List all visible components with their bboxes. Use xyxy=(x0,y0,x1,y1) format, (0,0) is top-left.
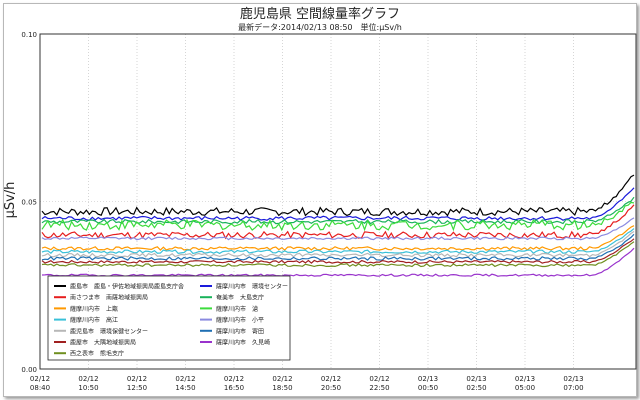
series-line xyxy=(41,247,635,277)
legend-entry: 鹿児島市 環境保健センター xyxy=(70,327,148,335)
x-tick-label: 22:50 xyxy=(369,384,389,392)
series-line xyxy=(41,217,635,241)
series-line xyxy=(41,204,635,240)
x-tick-label: 02/13 xyxy=(466,375,486,383)
x-tick-label: 08:40 xyxy=(30,384,50,392)
series-line xyxy=(41,225,635,251)
x-tick-label: 02/12 xyxy=(272,375,292,383)
x-tick-label: 20:50 xyxy=(321,384,341,392)
series-line xyxy=(41,228,635,255)
y-tick-label: 0.05 xyxy=(21,199,37,207)
axis-ticks: 02/1208:4002/1210:5002/1212:5002/1214:50… xyxy=(21,31,583,392)
x-tick-label: 02/13 xyxy=(418,375,438,383)
plot-border xyxy=(39,33,637,370)
x-tick-label: 10:50 xyxy=(78,384,98,392)
x-tick-label: 02/12 xyxy=(127,375,147,383)
legend-entry: 薩摩川内市 上甑 xyxy=(70,305,118,313)
y-axis-label: μSv/h xyxy=(3,182,18,219)
series-line xyxy=(41,196,635,225)
series-line xyxy=(41,241,635,268)
x-tick-label: 02/13 xyxy=(563,375,583,383)
legend-entry: 鹿屋市 大隅地域振興局 xyxy=(70,339,136,347)
chart-title: 鹿児島県 空間線量率グラフ xyxy=(240,6,400,22)
series-line xyxy=(41,174,635,217)
x-tick-label: 14:50 xyxy=(175,384,195,392)
y-tick-label: 0.00 xyxy=(21,366,37,374)
legend-entry: 薩摩川内市 小平 xyxy=(216,316,264,324)
legend-entry: 薩摩川内市 寄田 xyxy=(216,327,264,335)
series-line xyxy=(41,238,635,264)
x-tick-label: 02/12 xyxy=(224,375,244,383)
x-tick-label: 12:50 xyxy=(127,384,147,392)
legend-entry: 鹿島市 鹿島・伊佐地域振興局鹿島支庁舎 xyxy=(70,283,184,291)
x-tick-label: 00:50 xyxy=(418,384,438,392)
x-tick-label: 16:50 xyxy=(224,384,244,392)
legend-entry: 薩摩川内市 高江 xyxy=(70,316,118,324)
x-tick-label: 02:50 xyxy=(466,384,486,392)
legend-entry: 西之表市 熊毛支庁 xyxy=(70,350,124,358)
x-tick-label: 02/12 xyxy=(30,375,50,383)
x-tick-label: 02/12 xyxy=(78,375,98,383)
x-tick-label: 02/12 xyxy=(369,375,389,383)
x-tick-label: 05:00 xyxy=(515,384,535,392)
series-line xyxy=(41,230,635,258)
series-line xyxy=(41,187,635,221)
series-lines xyxy=(41,174,635,277)
x-tick-label: 02/13 xyxy=(515,375,535,383)
chart-subtitle: 最新データ:2014/02/13 08:50 単位:μSv/h xyxy=(238,22,402,32)
legend-box xyxy=(47,275,291,361)
x-tick-label: 02/12 xyxy=(175,375,195,383)
legend-entry: 奄美市 大島支庁 xyxy=(216,294,264,302)
legend-entry: 南さつま市 南薩地域振興局 xyxy=(70,294,148,302)
legend-entry: 薩摩川内市 環境センター xyxy=(216,283,288,291)
legend-entry: 薩摩川内市 滄 xyxy=(216,305,258,313)
y-tick-label: 0.10 xyxy=(21,31,37,39)
legend-entry: 薩摩川内市 久見崎 xyxy=(216,339,270,347)
series-line xyxy=(41,233,635,261)
series-line xyxy=(41,201,635,232)
x-tick-label: 02/12 xyxy=(321,375,341,383)
x-tick-label: 18:50 xyxy=(272,384,292,392)
x-tick-label: 07:00 xyxy=(563,384,583,392)
